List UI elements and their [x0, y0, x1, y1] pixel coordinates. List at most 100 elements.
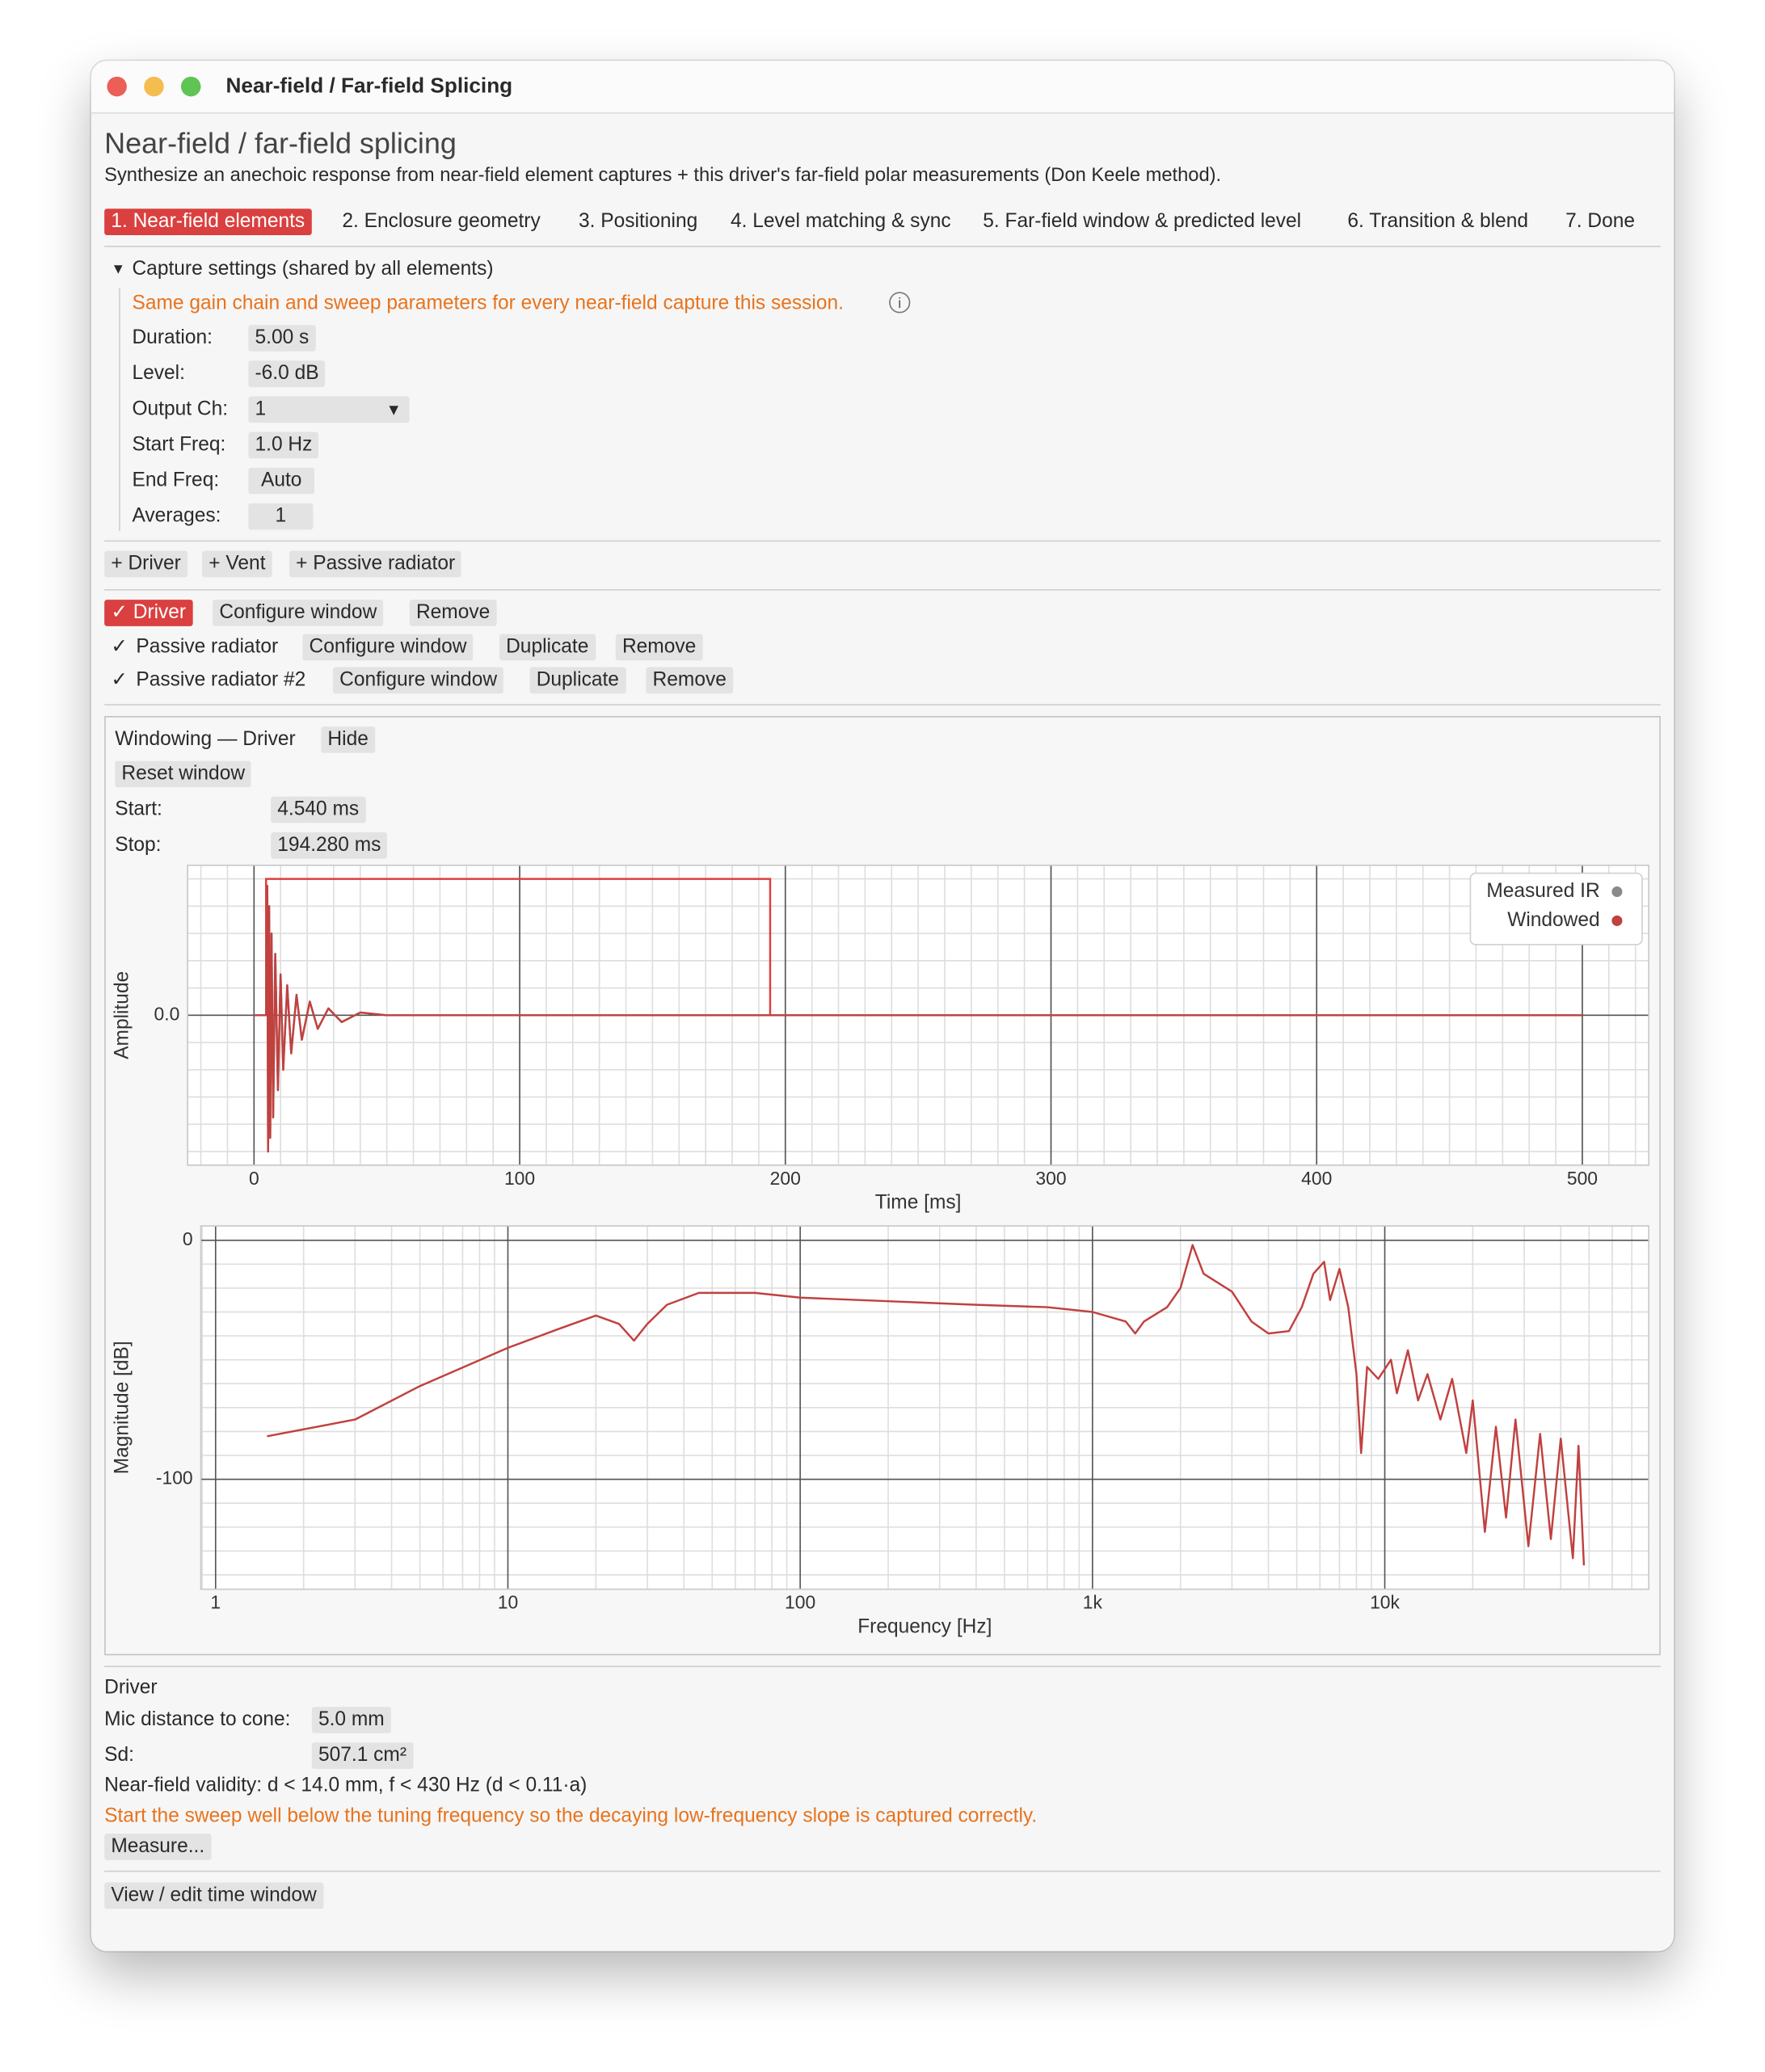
separator [104, 246, 1661, 247]
legend-box [1469, 872, 1643, 945]
x-tick-label: 100 [785, 1592, 815, 1613]
warning-text: Start the sweep well below the tuning fr… [104, 1805, 1038, 1827]
reset-button[interactable]: Reset window [115, 760, 252, 788]
field-label: Duration: [132, 326, 213, 349]
element-label: Passive radiator [136, 635, 279, 659]
x-tick-label: 0 [249, 1168, 259, 1189]
legend-label: Measured IR [1486, 880, 1599, 902]
check-icon[interactable]: ✓ [111, 635, 128, 659]
separator [104, 589, 1661, 591]
tab[interactable]: 4. Level matching & sync [731, 209, 951, 233]
element-button[interactable]: Configure window [332, 667, 504, 694]
field-label: Start: [115, 798, 162, 821]
tab[interactable]: 1. Near-field elements [104, 208, 312, 235]
legend-marker [1611, 886, 1623, 897]
separator [104, 540, 1661, 542]
field-label: Sd: [104, 1743, 134, 1767]
info-icon[interactable]: i [889, 292, 911, 314]
x-tick-label: 400 [1301, 1168, 1332, 1189]
check-icon: ✓ [111, 600, 133, 624]
series-line [267, 1244, 1586, 1566]
x-axis-label: Frequency [Hz] [857, 1615, 992, 1637]
legend-label: Windowed [1507, 909, 1599, 931]
add-button[interactable]: + Vent [202, 550, 272, 578]
separator [104, 1666, 1661, 1668]
series-line [254, 884, 1582, 1153]
page-title: Near-field / far-field splicing [104, 126, 457, 160]
section-title: Driver [104, 1676, 158, 1699]
tab[interactable]: 5. Far-field window & predicted level [983, 209, 1302, 233]
field-input[interactable]: 1 [248, 503, 314, 530]
x-tick-label: 1 [210, 1592, 221, 1613]
field-label: Mic distance to cone: [104, 1708, 291, 1731]
tab[interactable]: 7. Done [1565, 209, 1636, 233]
dropdown-arrow: ▼ [385, 400, 402, 419]
minimize-button[interactable] [144, 76, 164, 97]
field-input[interactable]: 5.0 mm [311, 1707, 391, 1733]
indent-line [119, 288, 120, 532]
time-window-button[interactable]: View / edit time window [104, 1882, 323, 1910]
element-label: Driver [133, 600, 187, 624]
disclosure-arrow[interactable]: ▼ [111, 261, 126, 278]
element-button[interactable]: Configure window [213, 600, 384, 626]
tab[interactable]: 2. Enclosure geometry [342, 209, 541, 233]
x-tick-label: 300 [1035, 1168, 1066, 1189]
field-input[interactable]: 5.00 s [248, 325, 316, 352]
measure-button[interactable]: Measure... [104, 1834, 212, 1860]
separator [104, 1870, 1661, 1872]
field-input[interactable]: 4.540 ms [271, 796, 366, 823]
x-tick-label: 10 [498, 1592, 518, 1613]
capture-note: Same gain chain and sweep parameters for… [132, 292, 844, 315]
window-title: Near-field / Far-field Splicing [225, 75, 513, 98]
element-toggle[interactable]: ✓ Driver [104, 600, 193, 626]
capture-toggle[interactable]: Capture settings (shared by all elements… [132, 257, 494, 280]
hide-button[interactable]: Hide [321, 726, 376, 753]
y-tick-label: 0 [183, 1228, 193, 1249]
x-tick-label: 500 [1567, 1168, 1598, 1189]
x-tick-label: 1k [1083, 1592, 1103, 1613]
x-tick-label: 100 [504, 1168, 535, 1189]
element-button[interactable]: Remove [409, 600, 497, 626]
field-input[interactable]: 1.0 Hz [248, 432, 319, 459]
plot-frame [187, 864, 1649, 1166]
subtitle: Synthesize an anechoic response from nea… [104, 165, 1222, 187]
y-axis-label: Amplitude [112, 971, 133, 1059]
plot-frame [200, 1225, 1649, 1590]
field-label: Averages: [132, 504, 221, 528]
element-button[interactable]: Configure window [302, 634, 474, 661]
tab[interactable]: 3. Positioning [579, 209, 698, 233]
field-input[interactable]: Auto [248, 467, 315, 495]
field-label: Level: [132, 361, 185, 385]
check-icon[interactable]: ✓ [111, 668, 128, 691]
y-axis-label: Magnitude [dB] [112, 1341, 133, 1474]
close-button[interactable] [107, 76, 127, 97]
element-button[interactable]: Remove [646, 667, 734, 694]
y-tick-label: -100 [156, 1468, 193, 1489]
element-label: Passive radiator #2 [136, 668, 306, 691]
element-button[interactable]: Duplicate [499, 634, 596, 661]
x-tick-label: 10k [1370, 1592, 1400, 1613]
title-bar: Near-field / Far-field Splicing [91, 61, 1674, 114]
add-button[interactable]: + Driver [104, 550, 188, 578]
x-axis-label: Time [ms] [875, 1192, 962, 1214]
field-input[interactable]: 194.280 ms [271, 832, 388, 859]
add-button[interactable]: + Passive radiator [289, 550, 462, 578]
validity-text: Near-field validity: d < 14.0 mm, f < 43… [104, 1774, 588, 1797]
element-button[interactable]: Duplicate [529, 667, 626, 694]
field-input[interactable]: -6.0 dB [248, 360, 326, 387]
dropdown[interactable]: 1 ▼ [248, 396, 410, 423]
field-label: Output Ch: [132, 398, 229, 420]
dropdown-value: 1 [255, 398, 267, 420]
field-label: Stop: [115, 833, 162, 857]
tab[interactable]: 6. Transition & blend [1347, 209, 1528, 233]
legend-marker [1611, 915, 1623, 926]
panel-title: Windowing — Driver [115, 727, 296, 751]
field-input[interactable]: 507.1 cm² [311, 1742, 414, 1769]
field-label: End Freq: [132, 469, 220, 492]
element-button[interactable]: Remove [615, 634, 703, 661]
y-tick-label: 0.0 [154, 1003, 180, 1024]
zoom-button[interactable] [180, 76, 201, 97]
